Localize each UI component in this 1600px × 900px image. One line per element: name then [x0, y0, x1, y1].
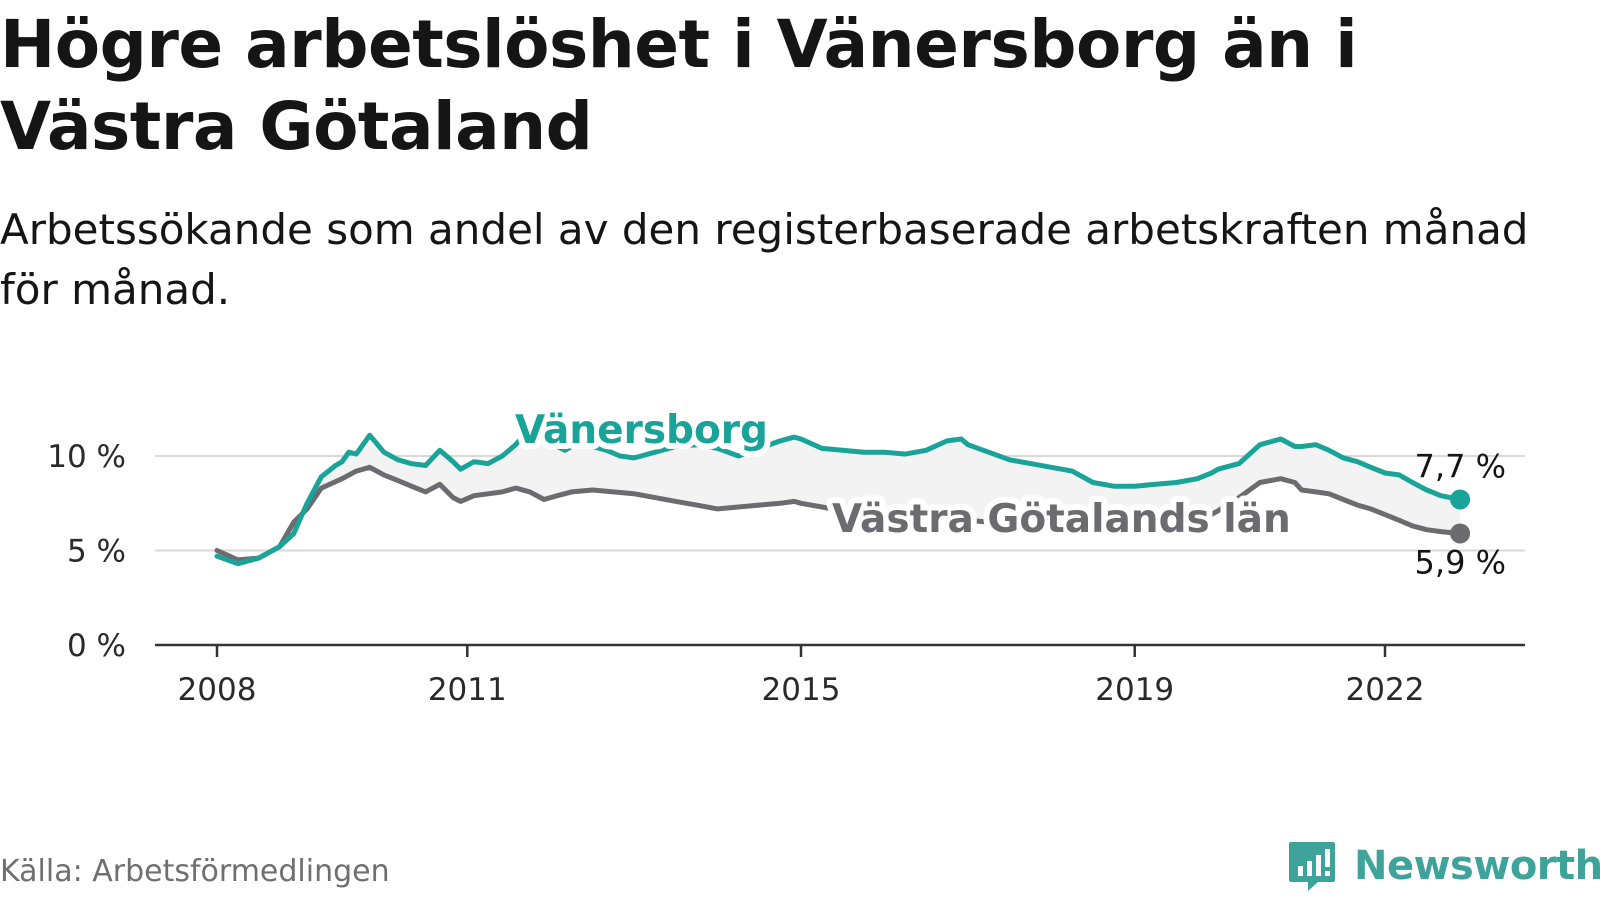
x-tick-label: 2022: [1346, 672, 1425, 708]
series-line-vanersborg: [214, 425, 1463, 567]
end-point-vanersborg: [1450, 489, 1471, 510]
series-label-vanersborg: Vänersborg: [515, 408, 768, 453]
line-chart: 0 % 5 % 10 % 2008 2011 2015 2019 2022 Vänersbor…: [47, 402, 1525, 708]
y-tick-label: 0 %: [67, 628, 126, 664]
series-line-vastra-gotalands-lan: [214, 464, 1463, 563]
chart-subtitle: Arbetssökande som andel av den registerb…: [0, 205, 1529, 314]
logo-text: Newsworthy: [1354, 843, 1600, 889]
source-note: Källa: Arbetsförmedlingen: [0, 854, 390, 889]
newsworthy-bar-chart-icon: [1289, 842, 1335, 891]
x-tick-label: 2015: [762, 672, 841, 708]
x-tick-label: 2008: [178, 672, 257, 708]
series-layer: [214, 425, 1471, 567]
chart-title: Högre arbetslöshet i Vänersborg än i Väs…: [0, 6, 1358, 165]
y-tick-label: 10 %: [47, 439, 126, 475]
series-label-vastra-gotalands-lan: Västra Götalands län: [832, 497, 1291, 542]
end-value-vastra-gotalands-lan: 5,9 %: [1415, 543, 1506, 581]
newsworthy-logo: Newsworthy: [1288, 840, 1600, 892]
end-point-vastra-gotalands-lan: [1450, 523, 1471, 544]
label-layer: Vänersborg Västra Götalands län 7,7 % 5,9 %: [509, 402, 1506, 581]
x-tick-label: 2011: [428, 672, 507, 708]
x-tick-label: 2019: [1095, 672, 1174, 708]
y-tick-label: 5 %: [67, 534, 126, 570]
axis-layer: 0 % 5 % 10 % 2008 2011 2015 2019 2022: [47, 439, 1525, 708]
end-value-vanersborg: 7,7 %: [1415, 447, 1506, 485]
